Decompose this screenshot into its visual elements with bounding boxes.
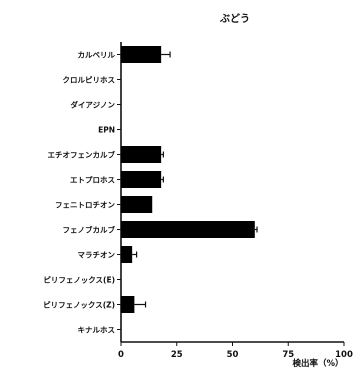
x-tick-label: 50 bbox=[227, 350, 239, 360]
bar bbox=[121, 196, 153, 213]
y-tick-label: フェノブカルブ bbox=[63, 225, 116, 235]
bar bbox=[121, 221, 255, 238]
y-tick-label: クロルピリホス bbox=[63, 75, 116, 85]
x-tick-label: 75 bbox=[282, 350, 294, 360]
y-tick-label: キナルホス bbox=[78, 326, 116, 335]
y-tick-label: ピリフェノックス(Z) bbox=[43, 300, 115, 310]
x-tick-label: 100 bbox=[335, 350, 353, 360]
y-tick-label: ピリフェノックス(E) bbox=[43, 275, 115, 285]
bar bbox=[121, 246, 133, 263]
chart-title: ぶどう bbox=[219, 12, 250, 25]
y-tick-label: カルベリル bbox=[78, 51, 116, 60]
y-tick-label: エチオフェンカルブ bbox=[48, 150, 116, 160]
y-tick-label: ダイアジノン bbox=[70, 100, 115, 110]
bar bbox=[121, 46, 162, 63]
y-tick-label: エトプロホス bbox=[70, 175, 115, 185]
x-axis-label: 検出率（%） bbox=[292, 358, 343, 369]
x-tick-label: 25 bbox=[171, 350, 183, 360]
x-tick-label: 0 bbox=[118, 350, 124, 360]
y-tick-label: マラチオン bbox=[78, 251, 116, 260]
bar bbox=[121, 296, 135, 313]
bar bbox=[121, 171, 162, 188]
bar bbox=[121, 146, 162, 163]
y-tick-label: フェニトロチオン bbox=[55, 201, 115, 210]
y-tick-label: EPN bbox=[98, 126, 115, 135]
